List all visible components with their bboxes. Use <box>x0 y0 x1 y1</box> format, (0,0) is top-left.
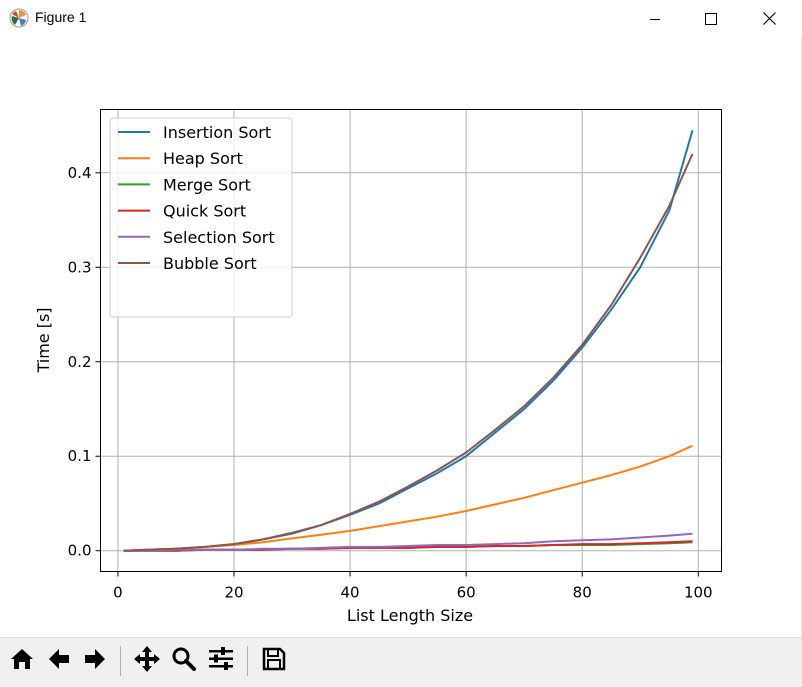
forward-icon <box>82 646 108 676</box>
legend-label: Merge Sort <box>163 175 251 194</box>
configure-subplots-button[interactable] <box>205 644 237 678</box>
series-lines <box>123 130 694 552</box>
forward-button[interactable] <box>79 644 111 678</box>
y-tick-label: 0.0 <box>68 542 92 560</box>
legend-box <box>109 117 293 318</box>
home-icon <box>9 646 35 676</box>
window-title: Figure 1 <box>35 9 87 25</box>
matplotlib-icon <box>9 8 29 28</box>
back-icon <box>46 646 72 676</box>
legend-label: Heap Sort <box>163 149 243 168</box>
series-line-selection-sort <box>123 532 693 552</box>
legend-label: Selection Sort <box>163 228 275 247</box>
minimize-button[interactable] <box>626 0 684 37</box>
save-button[interactable] <box>258 644 290 678</box>
close-button[interactable] <box>740 0 798 37</box>
y-tick-label: 0.2 <box>68 353 92 371</box>
y-tick-label: 0.3 <box>68 258 92 276</box>
home-button[interactable] <box>6 644 38 678</box>
zoom-button[interactable] <box>168 644 200 678</box>
legend: Insertion Sort Heap Sort Merge Sort Quick S… <box>109 117 293 318</box>
toolbar-separator <box>247 646 248 676</box>
save-icon <box>261 646 287 676</box>
axes-frame <box>100 109 722 572</box>
line-chart: 0 20 40 60 80 100 0.0 0.1 0.2 0.3 0.4 List Length … <box>34 109 722 625</box>
navigation-toolbar <box>0 637 802 687</box>
pan-button[interactable] <box>131 644 163 678</box>
window-titlebar: Figure 1 <box>0 0 802 37</box>
legend-label: Quick Sort <box>163 202 246 221</box>
back-button[interactable] <box>43 644 75 678</box>
y-tick-label: 0.4 <box>68 164 92 182</box>
x-tick-label: 60 <box>457 584 476 602</box>
pan-icon <box>133 645 161 677</box>
legend-label: Insertion Sort <box>163 123 271 142</box>
x-tick-label: 0 <box>113 584 123 602</box>
x-tick-label: 100 <box>684 584 713 602</box>
y-tick-label: 0.1 <box>68 447 92 465</box>
series-line-bubble-sort <box>123 153 694 552</box>
minimize-icon <box>649 13 661 25</box>
zoom-icon <box>171 646 197 676</box>
series-line-heap-sort <box>123 444 693 552</box>
close-icon <box>762 12 776 25</box>
toolbar-separator <box>120 646 121 676</box>
configure-subplots-icon <box>207 646 235 676</box>
ticks: 0 20 40 60 80 100 0.0 0.1 0.2 0.3 0.4 <box>68 164 713 602</box>
maximize-icon <box>705 12 717 25</box>
y-axis-label: Time [s] <box>34 307 53 373</box>
maximize-button[interactable] <box>682 0 740 37</box>
x-axis-label: List Length Size <box>347 606 473 625</box>
x-tick-label: 20 <box>224 584 243 602</box>
legend-label: Bubble Sort <box>163 254 257 273</box>
x-tick-label: 80 <box>573 584 592 602</box>
x-tick-label: 40 <box>341 584 360 602</box>
